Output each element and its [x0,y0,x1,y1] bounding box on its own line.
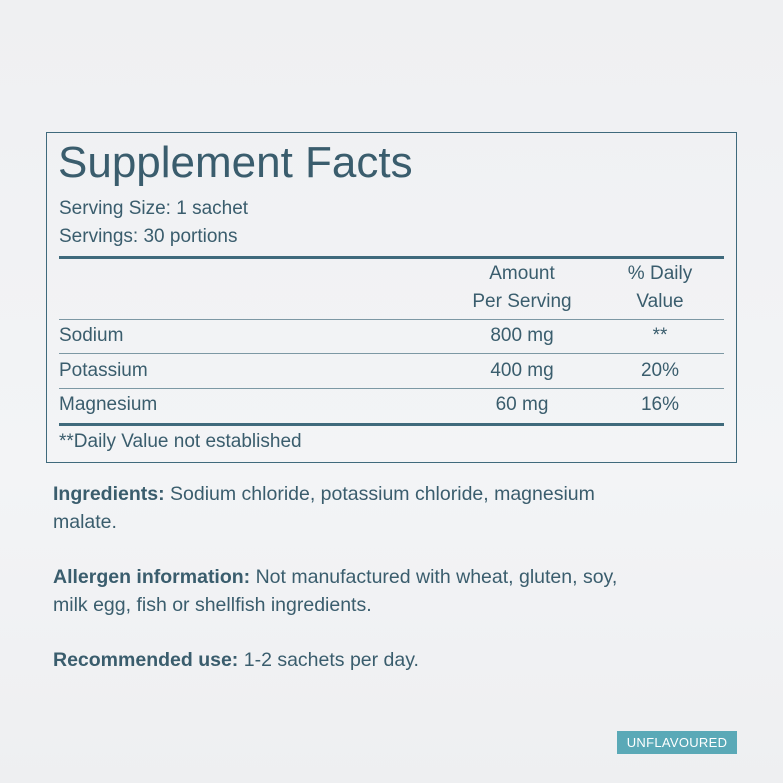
rule [59,256,724,259]
serving-size: Serving Size: 1 sachet [59,198,249,219]
amount-header-1: Amount [489,263,555,284]
info-label: Recommended use: [53,649,239,671]
info-text: 1-2 sachets per day. [243,649,419,671]
info-label: Ingredients: [53,483,165,505]
rule [59,423,724,426]
info-label: Allergen information: [53,566,251,588]
nutrient-dv: 20% [640,359,680,381]
info-paragraph: Ingredients: Sodium chloride, potassium … [53,480,595,536]
servings: Servings: 30 portions [59,226,238,247]
info-line: Allergen information: Not manufactured w… [53,563,617,591]
info-paragraph: Allergen information: Not manufactured w… [53,563,617,619]
nutrient-name: Magnesium [59,394,158,415]
info-paragraph: Recommended use: 1-2 sachets per day. [53,646,419,674]
info-line: malate. [53,508,595,536]
info-line: Recommended use: 1-2 sachets per day. [53,646,419,674]
nutrient-amount: 800 mg [490,325,554,346]
info-text: Sodium chloride, potassium chloride, mag… [170,483,595,505]
info-text: malate. [53,511,117,533]
facts-box [46,132,737,463]
nutrient-name: Sodium [59,325,124,346]
footnote: **Daily Value not established [59,431,302,452]
nutrient-name: Potassium [59,359,148,381]
badge: UNFLAVOURED [617,731,737,754]
nutrient-amount: 400 mg [490,359,554,381]
rule [59,387,724,389]
rule [59,353,724,354]
dv-header-1: % Daily [627,263,693,284]
info-text: milk egg, fish or shellfish ingredients. [53,594,372,616]
info-text: Not manufactured with wheat, gluten, soy… [255,566,618,588]
amount-header-2: Per Serving [472,291,572,312]
info-line: milk egg, fish or shellfish ingredients. [53,591,617,619]
nutrient-dv: ** [652,325,668,346]
nutrient-amount: 60 mg [495,394,549,415]
dv-header-2: Value [636,291,684,312]
nutrient-dv: 16% [640,394,680,415]
info-line: Ingredients: Sodium chloride, potassium … [53,480,595,508]
rule [59,319,724,320]
facts-title: Supplement Facts [58,138,413,187]
